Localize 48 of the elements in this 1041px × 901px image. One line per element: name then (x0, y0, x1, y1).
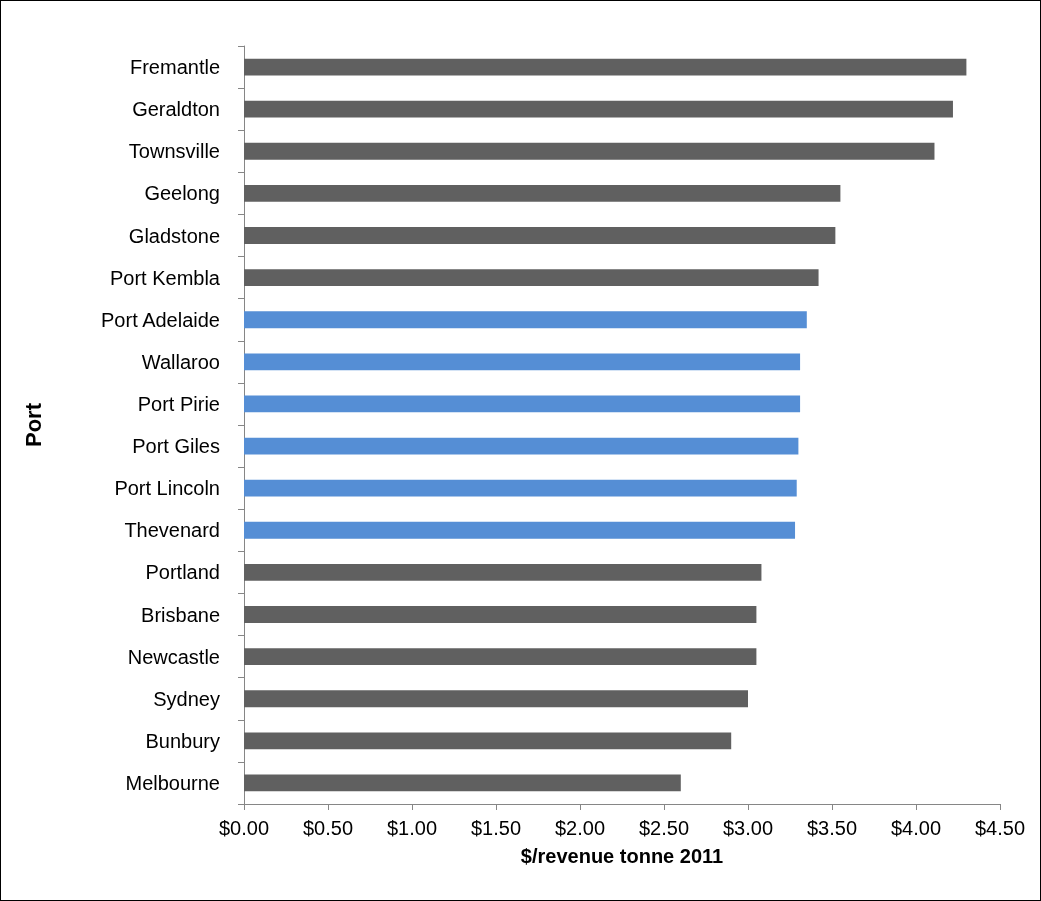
bar (244, 521, 796, 539)
y-tick-label: Gladstone (128, 224, 220, 247)
y-axis-title: Port (20, 402, 46, 447)
y-tick-label: Fremantle (129, 56, 220, 79)
bar (244, 227, 836, 244)
x-tick-label: $3.50 (806, 817, 858, 839)
y-tick-label: Newcastle (127, 645, 220, 668)
x-tick-label: $1.50 (470, 817, 522, 839)
bar (244, 606, 757, 623)
bar (244, 690, 748, 708)
y-tick-label: Portland (145, 561, 220, 584)
y-tick-label: Thevenard (124, 519, 220, 542)
y-tick-label: Port Adelaide (101, 308, 220, 331)
bar (244, 58, 967, 76)
y-tick-label: Geraldton (132, 98, 220, 121)
bar (244, 311, 807, 329)
y-tick-label: Geelong (144, 182, 220, 205)
y-tick-label: Bunbury (145, 729, 220, 752)
x-tick-label: $4.00 (890, 817, 942, 839)
bar (244, 479, 797, 497)
x-axis-title: $/revenue tonne 2011 (520, 845, 724, 867)
y-tick-label: Townsville (128, 140, 220, 163)
x-tick-label: $3.00 (722, 817, 774, 839)
bar (244, 353, 801, 371)
bar (244, 563, 762, 581)
bar (244, 395, 801, 413)
bar (244, 732, 732, 750)
y-tick-label: Port Lincoln (114, 477, 220, 500)
y-tick-label: Port Giles (132, 435, 220, 458)
y-tick-label: Sydney (153, 687, 220, 710)
bar (244, 184, 841, 202)
bar (244, 142, 935, 160)
x-tick-label: $0.00 (218, 817, 270, 839)
x-tick-label: $1.00 (386, 817, 438, 839)
x-tick-label: $0.50 (302, 817, 354, 839)
y-tick-label: Port Pirie (137, 392, 220, 415)
x-tick-label: $2.00 (554, 817, 606, 839)
bar (244, 437, 799, 455)
y-tick-label: Brisbane (141, 603, 220, 626)
bar (244, 269, 819, 287)
y-tick-label: Melbourne (125, 771, 220, 794)
bar (244, 774, 681, 792)
bar (244, 648, 757, 666)
y-tick-label: Wallaroo (141, 350, 220, 373)
bar (244, 100, 953, 118)
x-tick-label: $2.50 (638, 817, 690, 839)
x-tick-label: $4.50 (974, 817, 1026, 839)
y-tick-label: Port Kembla (109, 266, 221, 289)
